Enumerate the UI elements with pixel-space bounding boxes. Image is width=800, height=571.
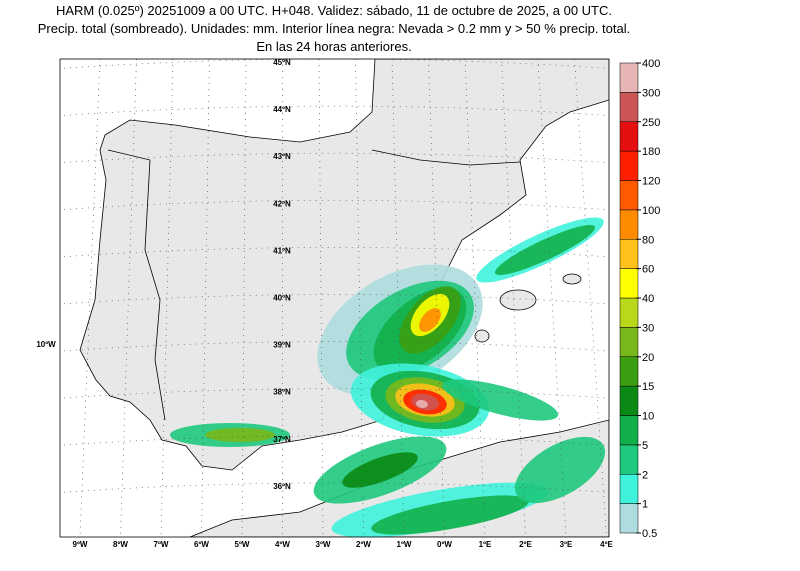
colorbar-label: 40 [642,293,654,305]
border [107,149,166,421]
colorbar-box [619,62,639,93]
lat-label: 41ºN [273,246,291,255]
lon-label: 0ºW [437,540,452,549]
colorbar-box [619,503,639,534]
island [499,289,537,311]
colorbar-box [619,444,639,475]
lat-label: 36ºN [273,482,291,491]
colorbar-box [619,415,639,446]
colorbar-label: 30 [642,322,654,334]
lon-label: 6ºW [194,540,209,549]
lon-label: 2ºW [356,540,371,549]
lon-label: 3ºW [316,540,331,549]
colorbar-label: 5 [642,440,648,452]
lon-label: 4ºW [275,540,290,549]
lon-label: 9ºW [73,540,88,549]
colorbar-label: 250 [642,117,660,129]
precip-area [494,225,596,275]
colorbar-label: 2 [642,469,648,481]
lat-label: 44ºN [273,105,291,114]
colorbar-box [619,268,639,299]
lat-label: 40ºN [273,294,291,303]
colorbar-label: 120 [642,176,660,188]
lon-label: 7ºW [154,540,169,549]
border [371,149,521,166]
colorbar-box [619,209,639,240]
colorbar: 0.5 1 2 5 10 15 20 30 40 60 80 100 120 180 250 300 400 [619,58,660,540]
title-line: HARM (0.025º) 20251009 a 00 UTC. H+048. … [56,3,612,18]
lat-label: 39ºN [273,341,291,350]
map-labels: 45ºN 44ºN 43ºN 42ºN 41ºN 40ºN 39ºN 38ºN 37ºN 36ºN… [73,58,614,549]
lat-label: 43ºN [273,152,291,161]
colorbar-box [619,327,639,357]
lon-label: 4ºE [600,540,613,549]
lon-label: 8ºW [113,540,128,549]
title-line: Precip. total (sombreado). Unidades: mm.… [38,21,631,36]
precipitation [170,217,606,537]
lat-label: 45ºN [273,58,291,67]
colorbar-label: 20 [642,352,654,364]
colorbar-label: 100 [642,205,660,217]
lon-label: 2ºE [519,540,532,549]
precip-area [205,428,275,442]
lon-label: 1ºE [479,540,492,549]
island [562,273,582,285]
lon-label: 3ºE [560,540,573,549]
lon-label: 5ºW [235,540,250,549]
colorbar-label: 80 [642,234,654,246]
colorbar-box [619,385,639,416]
colorbar-box [619,356,639,387]
lat-label: 37ºN [273,435,291,444]
side-label: 10ºW [36,340,56,349]
colorbar-label: 400 [642,58,660,70]
precip-area [419,308,441,332]
colorbar-label: 180 [642,146,660,158]
colorbar-box [619,297,639,328]
map [60,59,609,537]
colorbar-label: 15 [642,381,654,393]
precip-area [342,452,418,488]
lon-label: 1ºW [397,540,412,549]
lat-label: 42ºN [273,199,291,208]
title-line: En las 24 horas anteriores. [256,39,411,54]
colorbar-label: 300 [642,87,660,99]
precip-area [371,495,529,535]
colorbar-label: 60 [642,264,654,276]
map-frame [59,58,610,538]
colorbar-box [619,474,639,504]
colorbar-box [619,150,639,181]
precip-area [416,399,428,409]
precip-area [514,436,606,504]
island [474,329,490,343]
colorbar-label: 10 [642,411,654,423]
colorbar-label: 0.5 [642,528,657,540]
colorbar-label: 1 [642,499,648,511]
colorbar-box [619,239,639,269]
colorbar-box [619,121,639,152]
precip-area [441,379,559,421]
lat-label: 38ºN [273,388,291,397]
colorbar-box [619,92,639,122]
colorbar-box [619,180,639,211]
